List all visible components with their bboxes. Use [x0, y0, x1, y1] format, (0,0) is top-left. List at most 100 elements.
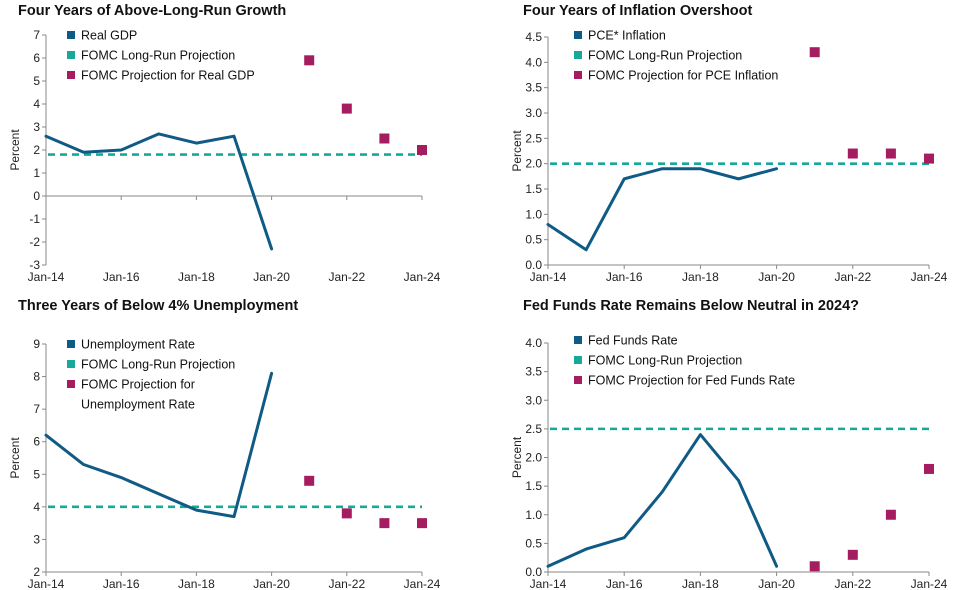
chart-panel-unemployment: Three Years of Below 4% Unemployment 9 8 7…	[0, 295, 480, 590]
legend-label: FOMC Projection for PCE Inflation	[588, 69, 778, 83]
y-tick-label: 0	[33, 189, 40, 203]
legend-label: Unemployment Rate	[81, 338, 195, 352]
y-axis-label: Percent	[8, 437, 22, 479]
legend-swatch	[574, 336, 582, 344]
x-tick-label: Jan-14	[530, 577, 567, 590]
series-line	[546, 167, 779, 252]
chart-panel-inflation: Four Years of Inflation Overshoot 4.5 4.0…	[480, 0, 960, 295]
y-tick-label: 9	[33, 337, 40, 351]
y-tick-label: 1.5	[525, 479, 542, 493]
x-tick-label: Jan-24	[404, 577, 441, 590]
y-tick-label: 6	[33, 435, 40, 449]
projection-marker	[809, 47, 820, 58]
legend-swatch	[67, 380, 75, 388]
x-tick-label: Jan-14	[28, 270, 65, 284]
x-tick-label: Jan-18	[682, 577, 719, 590]
projection-marker	[417, 518, 427, 529]
legend-swatch	[574, 356, 582, 364]
y-tick-label: 4.0	[525, 55, 542, 69]
y-tick-label: 7	[33, 402, 40, 416]
legend-swatch	[574, 71, 582, 79]
legend-label: FOMC Long-Run Projection	[588, 354, 742, 368]
x-tick-label: Jan-22	[834, 577, 871, 590]
x-tick-label: Jan-22	[328, 270, 365, 284]
legend-label: FOMC Projection for	[81, 378, 195, 392]
y-tick-label: 2.5	[525, 131, 542, 145]
y-tick-label: 5	[33, 74, 40, 88]
legend-swatch	[67, 71, 75, 79]
y-tick-label: 3	[33, 532, 40, 546]
projection-marker	[924, 153, 934, 164]
projection-marker	[417, 145, 427, 155]
y-tick-label: 6	[33, 51, 40, 65]
legend-swatch	[574, 31, 582, 39]
x-tick-label: Jan-22	[834, 270, 871, 284]
y-tick-label: 1.5	[525, 182, 542, 196]
y-tick-label: 5	[33, 467, 40, 481]
y-axis-label: Percent	[510, 130, 524, 172]
x-tick-label: Jan-24	[911, 270, 948, 284]
x-tick-label: Jan-16	[606, 577, 643, 590]
y-tick-label: 0.5	[525, 536, 542, 550]
projection-marker	[379, 518, 390, 529]
x-tick-label: Jan-18	[178, 270, 215, 284]
y-tick-label: 2.5	[525, 422, 542, 436]
y-tick-label: 1.0	[525, 508, 542, 522]
y-tick-label: 3.0	[525, 106, 542, 120]
legend-label: PCE* Inflation	[588, 29, 666, 43]
x-tick-label: Jan-14	[530, 270, 567, 284]
projection-marker	[924, 463, 934, 474]
y-tick-label: 3.5	[525, 81, 542, 95]
legend-label: FOMC Projection for Fed Funds Rate	[588, 374, 795, 388]
legend-label: FOMC Long-Run Projection	[588, 49, 742, 63]
projection-marker	[847, 549, 858, 560]
legend-label: Unemployment Rate	[81, 398, 195, 412]
series-line	[44, 132, 274, 251]
y-tick-label: 1	[33, 166, 40, 180]
chart-title: Four Years of Above-Long-Run Growth	[18, 3, 287, 19]
x-tick-label: Jan-18	[178, 577, 215, 590]
legend-label: FOMC Long-Run Projection	[81, 49, 235, 63]
projection-marker	[847, 148, 858, 159]
legend-swatch	[574, 51, 582, 59]
y-tick-label: 0.0	[525, 565, 542, 579]
legend-swatch	[67, 340, 75, 348]
x-tick-label: Jan-16	[606, 270, 643, 284]
projection-marker	[341, 508, 352, 519]
legend-swatch	[67, 360, 75, 368]
legend-label: FOMC Projection for Real GDP	[81, 69, 255, 83]
x-tick-label: Jan-16	[103, 577, 140, 590]
x-tick-label: Jan-20	[253, 577, 290, 590]
legend-swatch	[574, 376, 582, 384]
y-tick-label: 2	[33, 143, 40, 157]
y-tick-label: 1.0	[525, 207, 542, 221]
x-tick-label: Jan-24	[404, 270, 441, 284]
series-line	[546, 433, 779, 568]
y-tick-label: 0.0	[525, 258, 542, 272]
legend-label: Real GDP	[81, 29, 137, 43]
projection-marker	[304, 475, 315, 486]
x-tick-label: Jan-20	[758, 270, 795, 284]
x-tick-label: Jan-16	[103, 270, 140, 284]
y-tick-label: 2.0	[525, 451, 542, 465]
chart-title: Fed Funds Rate Remains Below Neutral in …	[523, 298, 859, 314]
legend-label: FOMC Long-Run Projection	[81, 358, 235, 372]
y-tick-label: -1	[29, 212, 40, 226]
y-tick-label: 4	[33, 97, 40, 111]
y-tick-label: 2	[33, 565, 40, 579]
y-tick-label: 3	[33, 120, 40, 134]
legend-swatch	[67, 51, 75, 59]
y-tick-label: 8	[33, 370, 40, 384]
y-tick-label: 2.0	[525, 157, 542, 171]
chart-panel-gdp: Four Years of Above-Long-Run Growth 7 6 5 4…	[0, 0, 480, 295]
y-tick-label: 4	[33, 500, 40, 514]
projection-marker	[809, 561, 820, 572]
chart-title: Three Years of Below 4% Unemployment	[18, 298, 299, 314]
y-tick-label: 3.0	[525, 393, 542, 407]
projection-marker	[885, 509, 896, 520]
y-axis-label: Percent	[8, 129, 22, 171]
x-tick-label: Jan-14	[28, 577, 65, 590]
legend-swatch	[67, 31, 75, 39]
